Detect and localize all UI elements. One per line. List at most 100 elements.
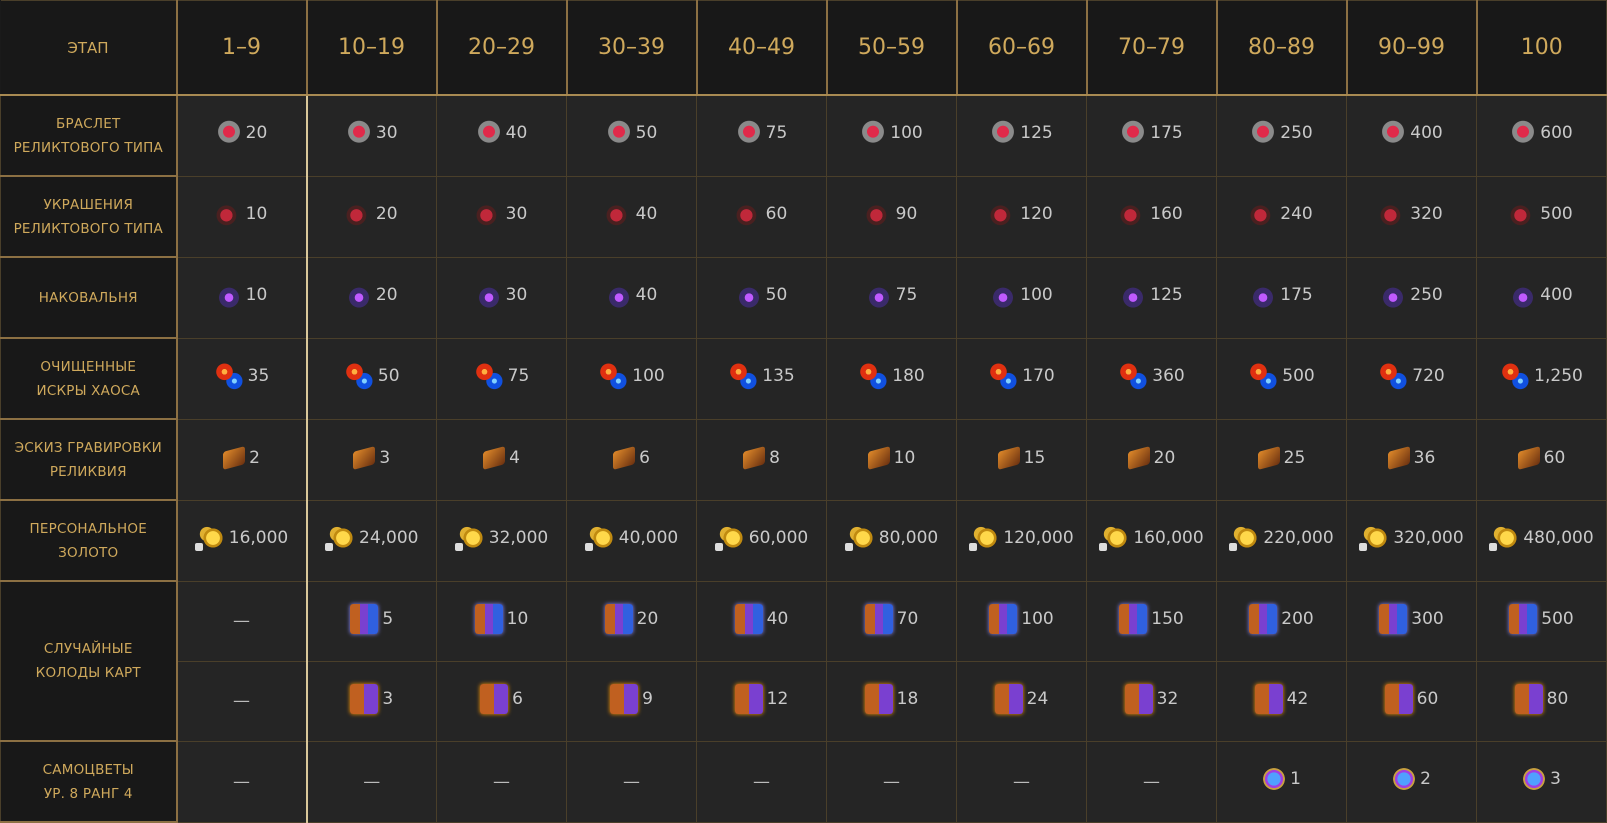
chaos-icon bbox=[213, 362, 244, 390]
reward-cell: — bbox=[826, 740, 957, 823]
reward-cell: 36 bbox=[1346, 418, 1477, 501]
reward-amount: 24 bbox=[1026, 688, 1049, 709]
reward-value: 50 bbox=[735, 282, 787, 308]
stage-header: 80–89 bbox=[1215, 0, 1347, 96]
reward-amount: 200 bbox=[1281, 608, 1314, 629]
reward-amount: 50 bbox=[377, 366, 400, 386]
row-label-line: РЕЛИКТОВОГО ТИПА bbox=[13, 139, 163, 156]
deck-icon bbox=[474, 603, 503, 634]
accessory-icon bbox=[345, 201, 372, 227]
accessory-icon bbox=[865, 201, 892, 227]
chaos-icon bbox=[1378, 362, 1409, 390]
reward-amount: 36 bbox=[1413, 447, 1436, 468]
reward-value: 40 bbox=[605, 282, 658, 308]
reward-cell: — bbox=[1086, 740, 1217, 823]
reward-amount: 40 bbox=[505, 123, 528, 144]
deck2-icon bbox=[350, 683, 379, 714]
empty-dash: — bbox=[753, 771, 770, 792]
reward-value: 60 bbox=[1517, 445, 1565, 470]
reward-value: 6 bbox=[480, 683, 523, 714]
reward-amount: 20 bbox=[375, 204, 398, 224]
reward-value: 150 bbox=[1119, 603, 1184, 634]
reward-value: 160 bbox=[1120, 201, 1183, 227]
reward-cell: 320 bbox=[1346, 175, 1477, 258]
empty-dash: — bbox=[1143, 771, 1160, 792]
row-label: БРАСЛЕТ РЕЛИКТОВОГО ТИПА bbox=[0, 94, 178, 177]
deck2-icon bbox=[1254, 683, 1283, 714]
reward-cell: 5 bbox=[306, 580, 437, 662]
reward-cell: 220,000 bbox=[1216, 499, 1347, 582]
reward-amount: 60,000 bbox=[748, 528, 809, 548]
reward-cell: — bbox=[956, 740, 1087, 823]
reward-value: 20 bbox=[1127, 445, 1175, 470]
reward-amount: 35 bbox=[247, 366, 270, 386]
accessory-icon bbox=[1250, 201, 1277, 227]
anvil-icon bbox=[735, 282, 762, 308]
chaos-icon bbox=[598, 362, 629, 390]
reward-cell: 30 bbox=[436, 256, 567, 339]
reward-value: 30 bbox=[345, 120, 398, 147]
deck-icon bbox=[989, 603, 1018, 634]
reward-cell: 180 bbox=[826, 337, 957, 420]
reward-cell: 24 bbox=[956, 660, 1087, 742]
reward-cell: 40 bbox=[696, 580, 827, 662]
gold-icon bbox=[1099, 525, 1130, 551]
reward-cell: 100 bbox=[566, 337, 697, 420]
reward-amount: 135 bbox=[762, 366, 795, 386]
reward-value: 24 bbox=[994, 683, 1049, 714]
reward-amount: 320,000 bbox=[1393, 528, 1464, 548]
table-row: БРАСЛЕТ РЕЛИКТОВОГО ТИПА 20 30 40 50 75 100 125 1… bbox=[0, 94, 1607, 177]
bracelet-icon bbox=[990, 120, 1017, 147]
reward-cell: 50 bbox=[566, 94, 697, 177]
accessory-icon bbox=[605, 201, 632, 227]
row-label-line: ОЧИЩЕННЫЕ bbox=[40, 358, 137, 375]
reward-value: — bbox=[233, 691, 250, 711]
reward-cell: 20 bbox=[306, 256, 437, 339]
reward-amount: 2 bbox=[249, 447, 260, 468]
bracelet-icon bbox=[345, 120, 372, 147]
reward-value: 50 bbox=[343, 362, 400, 390]
reward-cell: 10 bbox=[436, 580, 567, 662]
reward-cell: 12 bbox=[696, 660, 827, 742]
reward-value: 360 bbox=[1118, 362, 1185, 390]
reward-cell: 10 bbox=[176, 256, 308, 339]
reward-amount: 100 bbox=[632, 366, 665, 386]
reward-amount: 75 bbox=[507, 366, 530, 386]
row-label-line: УР. 8 РАНГ 4 bbox=[43, 785, 133, 802]
reward-value: 60,000 bbox=[714, 525, 809, 551]
reward-value: 42 bbox=[1254, 683, 1309, 714]
reward-value: 135 bbox=[728, 362, 795, 390]
reward-cell: 250 bbox=[1346, 256, 1477, 339]
accessory-icon bbox=[990, 201, 1017, 227]
bracelet-icon bbox=[1380, 120, 1407, 147]
row-label: САМОЦВЕТЫ УР. 8 РАНГ 4 bbox=[0, 740, 178, 823]
reward-amount: 100 bbox=[1021, 608, 1054, 629]
reward-amount: 40 bbox=[635, 285, 658, 305]
anvil-icon bbox=[865, 282, 892, 308]
reward-amount: 6 bbox=[512, 688, 523, 709]
reward-amount: 40,000 bbox=[618, 528, 679, 548]
reward-cell: 8 bbox=[696, 418, 827, 501]
reward-amount: 30 bbox=[505, 204, 528, 224]
reward-cell: 75 bbox=[436, 337, 567, 420]
reward-value: 12 bbox=[734, 683, 788, 714]
reward-cell: 135 bbox=[696, 337, 827, 420]
bracelet-icon bbox=[215, 120, 242, 147]
gold-icon bbox=[1359, 525, 1390, 551]
reward-cell: 120,000 bbox=[956, 499, 1087, 582]
reward-cell: 150 bbox=[1086, 580, 1217, 662]
book-icon bbox=[1127, 445, 1150, 470]
deck-icon bbox=[864, 603, 893, 634]
chaos-icon bbox=[728, 362, 759, 390]
row-label: ПЕРСОНАЛЬНОЕ ЗОЛОТО bbox=[0, 499, 178, 582]
reward-cell: 50 bbox=[696, 256, 827, 339]
anvil-icon bbox=[215, 282, 242, 308]
reward-amount: 42 bbox=[1286, 688, 1309, 709]
reward-cell: 40 bbox=[566, 175, 697, 258]
reward-amount: 250 bbox=[1280, 123, 1313, 144]
reward-amount: 32,000 bbox=[488, 528, 549, 548]
reward-amount: 100 bbox=[890, 123, 923, 144]
reward-amount: 20 bbox=[245, 123, 268, 144]
reward-amount: 20 bbox=[636, 608, 659, 629]
reward-amount: 500 bbox=[1540, 204, 1573, 224]
